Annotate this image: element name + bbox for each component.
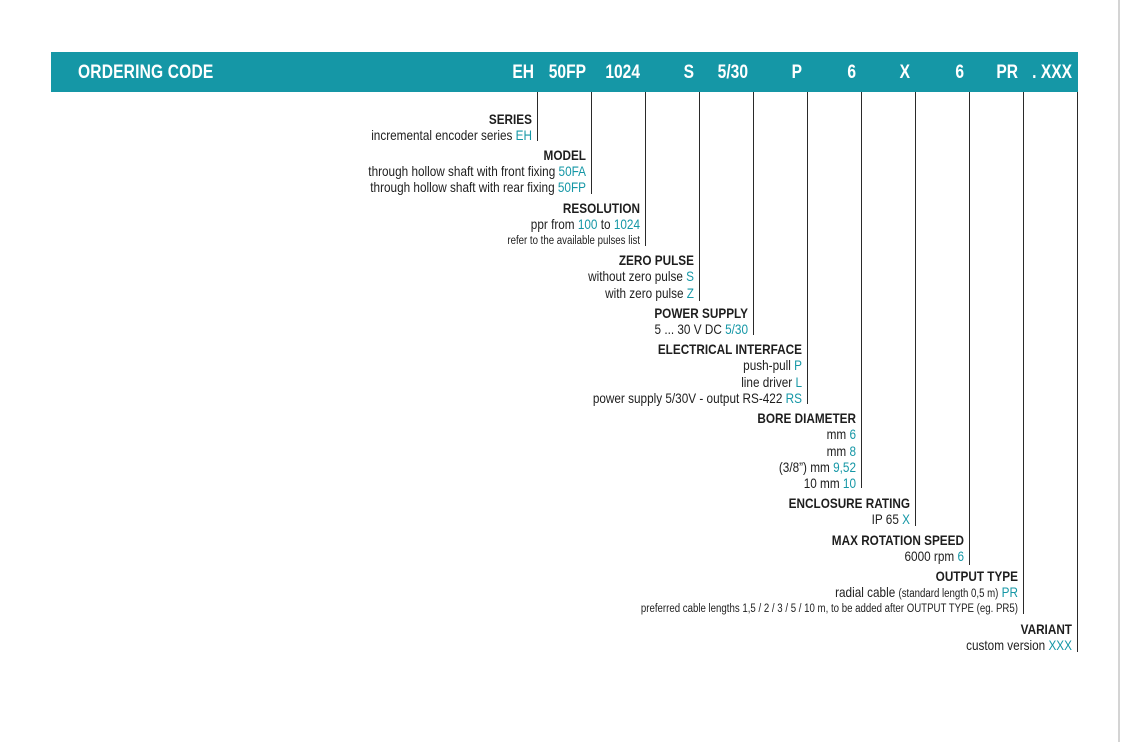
resolution-range: ppr from 100 to 1024	[530, 216, 640, 232]
code-electrical-interface: P	[791, 62, 802, 83]
variant-option: custom version XXX	[966, 637, 1072, 653]
output-type-title: OUTPUT TYPE	[935, 568, 1018, 584]
code-series: EH	[512, 62, 534, 83]
code-max-rotation-speed: 6	[955, 62, 964, 83]
resolution-title: RESOLUTION	[562, 200, 640, 216]
enclosure-rating-title: ENCLOSURE RATING	[788, 495, 910, 511]
bore-diameter-connector-line	[861, 92, 862, 488]
code-output-type: PR	[996, 62, 1018, 83]
electrical-interface-option-rs: power supply 5/30V - output RS-422 RS	[592, 390, 802, 406]
resolution-connector-line	[645, 92, 646, 246]
power-supply-connector-line	[753, 92, 754, 335]
variant-title: VARIANT	[1020, 621, 1072, 637]
max-rotation-speed-option: 6000 rpm 6	[904, 548, 964, 564]
zero-pulse-connector-line	[699, 92, 700, 301]
code-variant: . XXX	[1032, 62, 1072, 83]
code-power-supply: 5/30	[717, 62, 748, 83]
code-zero-pulse: S	[683, 62, 694, 83]
bore-diameter-option-10: 10 mm 10	[803, 475, 856, 491]
electrical-interface-option-l: line driver L	[741, 374, 802, 390]
zero-pulse-option-z: with zero pulse Z	[605, 285, 694, 301]
series-option: incremental encoder series EH	[371, 127, 532, 143]
variant-connector-line	[1077, 92, 1078, 652]
resolution-note: refer to the available pulses list	[507, 235, 640, 247]
zero-pulse-option-s: without zero pulse S	[588, 268, 694, 284]
enclosure-rating-option: IP 65 X	[871, 511, 910, 527]
electrical-interface-option-p: push-pull P	[743, 357, 802, 373]
enclosure-rating-connector-line	[915, 92, 916, 526]
model-connector-line	[591, 92, 592, 194]
max-rotation-speed-title: MAX ROTATION SPEED	[831, 532, 964, 548]
code-bore-diameter: 6	[847, 62, 856, 83]
electrical-interface-title: ELECTRICAL INTERFACE	[657, 341, 802, 357]
header-title: ORDERING CODE	[78, 62, 214, 83]
max-rotation-speed-connector-line	[969, 92, 970, 565]
series-connector-line	[537, 92, 538, 141]
page-edge-rule	[1118, 0, 1120, 742]
bore-diameter-option-6: mm 6	[826, 426, 856, 442]
electrical-interface-connector-line	[807, 92, 808, 404]
output-type-connector-line	[1023, 92, 1024, 614]
code-resolution: 1024	[605, 62, 640, 83]
bore-diameter-option-8: mm 8	[826, 443, 856, 459]
code-model: 50FP	[548, 62, 586, 83]
power-supply-title: POWER SUPPLY	[654, 305, 748, 321]
output-type-note: preferred cable lengths 1,5 / 2 / 3 / 5 …	[640, 603, 1018, 615]
output-type-option: radial cable (standard length 0,5 m) PR	[835, 584, 1018, 600]
model-title: MODEL	[543, 147, 586, 163]
ordering-code-header: ORDERING CODE EH 50FP 1024 S 5/30 P 6 X …	[51, 52, 1078, 92]
bore-diameter-option-952: (3/8”) mm 9,52	[778, 459, 856, 475]
zero-pulse-title: ZERO PULSE	[618, 252, 694, 268]
model-option-front: through hollow shaft with front fixing 5…	[368, 163, 586, 179]
power-supply-option: 5 ... 30 V DC 5/30	[654, 321, 748, 337]
series-title: SERIES	[488, 111, 532, 127]
bore-diameter-title: BORE DIAMETER	[757, 410, 856, 426]
model-option-rear: through hollow shaft with rear fixing 50…	[370, 179, 586, 195]
code-enclosure-rating: X	[899, 62, 910, 83]
